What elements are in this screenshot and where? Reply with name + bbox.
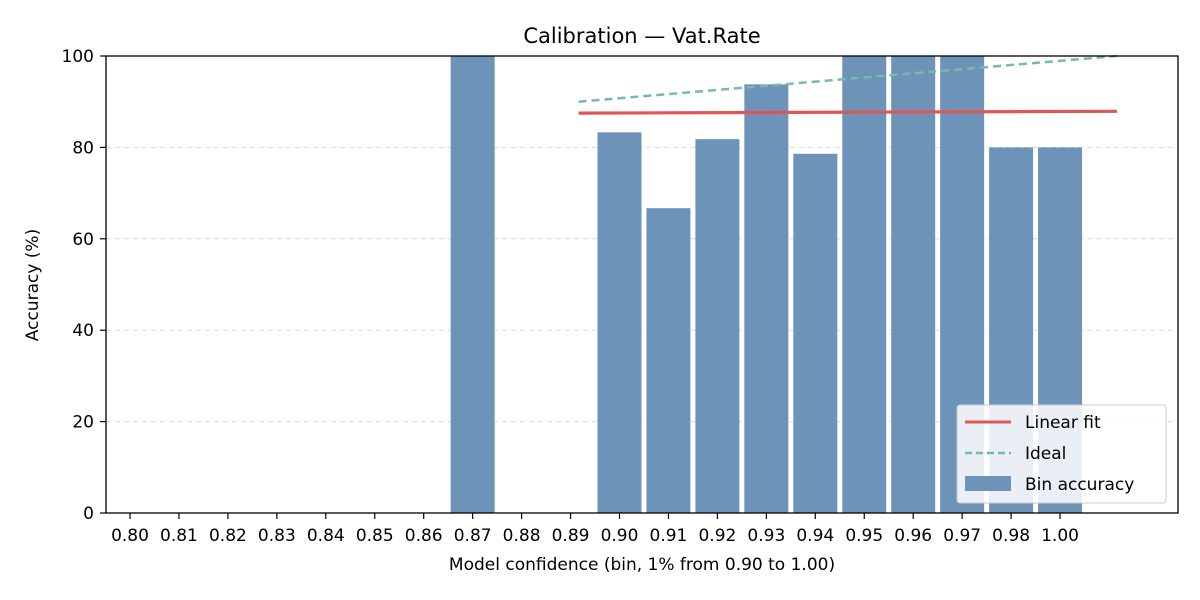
- x-tick-label: 0.81: [160, 526, 198, 546]
- bin-accuracy-bar: [842, 56, 887, 513]
- bin-accuracy-bar: [450, 56, 495, 513]
- bin-accuracy-bar: [646, 208, 691, 513]
- x-tick-label: 0.96: [894, 526, 932, 546]
- y-tick-label: 100: [62, 47, 94, 67]
- y-tick-label: 60: [72, 230, 94, 250]
- x-tick-label: 0.92: [698, 526, 736, 546]
- x-tick-label: 0.95: [845, 526, 883, 546]
- x-tick-label: 0.97: [943, 526, 981, 546]
- y-axis-label: Accuracy (%): [23, 229, 43, 341]
- plot-frame: [105, 55, 1179, 514]
- x-tick-label: 0.94: [796, 526, 834, 546]
- legend: Linear fit Ideal Bin accuracy: [956, 404, 1167, 504]
- x-tick-label: 0.80: [111, 526, 149, 546]
- x-tick-label: 0.88: [503, 526, 541, 546]
- chart-title: Calibration — Vat.Rate: [523, 24, 760, 48]
- legend-bin-accuracy-swatch: [965, 476, 1011, 491]
- x-tick-label: 0.90: [601, 526, 639, 546]
- y-tick-label: 40: [72, 321, 94, 341]
- bin-accuracy-bar: [891, 56, 936, 513]
- x-tick-label: 0.93: [747, 526, 785, 546]
- bin-accuracy-bar: [793, 153, 838, 513]
- y-tick-label: 20: [72, 413, 94, 433]
- x-tick-label: 1.00: [1041, 526, 1079, 546]
- x-tick-label: 0.82: [209, 526, 247, 546]
- y-tick-label: 0: [83, 504, 94, 524]
- x-tick-label: 0.87: [454, 526, 492, 546]
- x-axis-label: Model confidence (bin, 1% from 0.90 to 1…: [449, 555, 835, 575]
- bin-accuracy-bar: [744, 84, 789, 514]
- x-tick-label: 0.89: [552, 526, 590, 546]
- linear-fit-line: [578, 109, 1118, 115]
- lines-layer: [578, 54, 1118, 115]
- bin-accuracy-bar: [597, 132, 642, 513]
- x-tick-label: 0.86: [405, 526, 443, 546]
- legend-bin-accuracy-label: Bin accuracy: [1025, 475, 1134, 495]
- x-tick-label: 0.98: [992, 526, 1030, 546]
- legend-linear-fit-label: Linear fit: [1025, 413, 1101, 433]
- bin-accuracy-bar: [695, 139, 740, 513]
- x-tick-label: 0.91: [650, 526, 688, 546]
- legend-ideal-label: Ideal: [1025, 444, 1066, 464]
- ticks-layer: 0 20 40 60 80 100 0.80 0.81 0.82 0.83 0.84 0.85 0.86…: [62, 47, 1079, 546]
- bars-layer: [450, 56, 1083, 514]
- x-tick-label: 0.83: [258, 526, 296, 546]
- x-tick-label: 0.84: [307, 526, 345, 546]
- x-tick-label: 0.85: [356, 526, 394, 546]
- y-tick-label: 80: [72, 138, 94, 158]
